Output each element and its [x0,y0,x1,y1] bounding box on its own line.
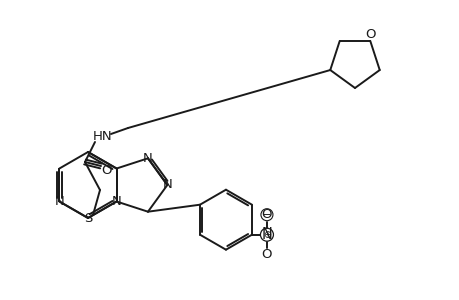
Text: O: O [261,248,272,261]
Text: HN: HN [93,130,112,142]
Text: S: S [84,212,92,224]
Text: −: − [262,210,271,220]
Text: O: O [101,164,112,176]
Text: N: N [55,195,64,208]
Text: O: O [364,28,375,41]
Text: N: N [112,195,121,208]
Text: N: N [143,152,152,165]
Text: ⊕: ⊕ [262,230,270,240]
Text: N: N [162,178,172,191]
Text: O: O [261,208,272,221]
Text: N: N [261,227,272,242]
